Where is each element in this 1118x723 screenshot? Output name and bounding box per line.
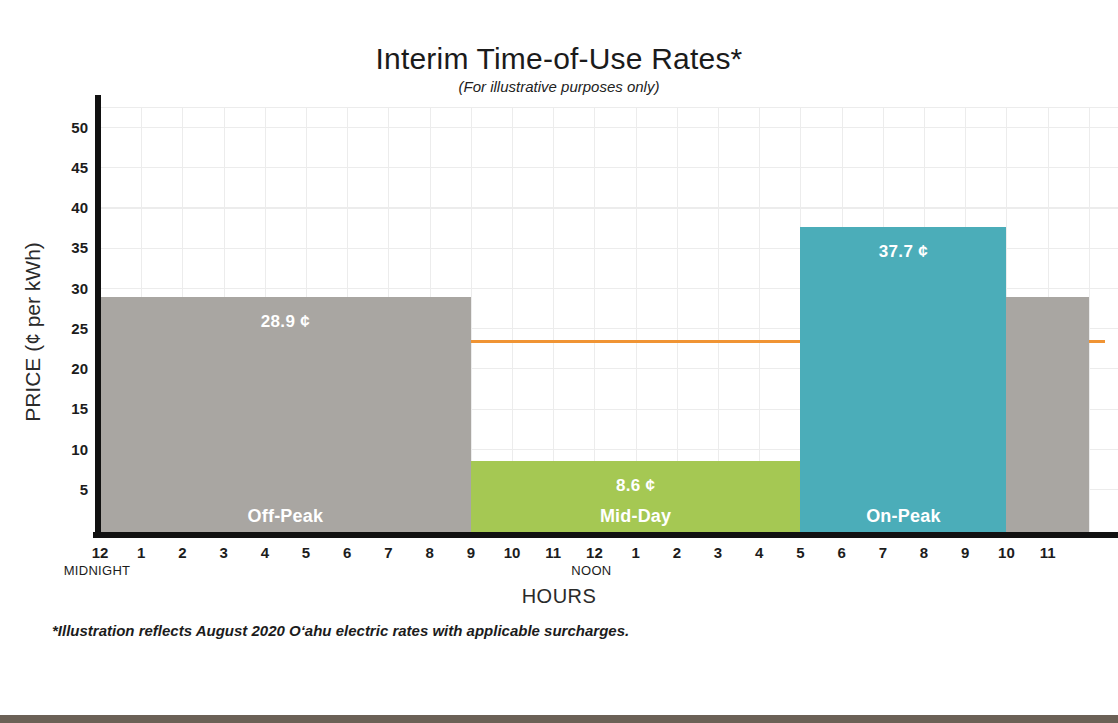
bar-period-label: On-Peak	[800, 506, 1006, 527]
y-tick-label: 20	[40, 360, 88, 377]
x-tick-label: 6	[326, 544, 368, 561]
x-tick-label: 4	[738, 544, 780, 561]
x-tick-label: 7	[862, 544, 904, 561]
x-tick-label: 2	[161, 544, 203, 561]
y-tick-label: 50	[40, 119, 88, 136]
bar-on-peak	[800, 227, 1006, 532]
x-tick-label: 11	[532, 544, 574, 561]
bar-value-label: 8.6 ¢	[471, 476, 801, 496]
bar-period-label: Mid-Day	[471, 506, 801, 527]
x-tick-label: 12	[79, 544, 121, 561]
x-tick-label: 3	[697, 544, 739, 561]
bar-off-peak	[1006, 297, 1088, 532]
y-tick-label: 15	[40, 400, 88, 417]
x-tick-label: 6	[821, 544, 863, 561]
chart-title: Interim Time-of-Use Rates*	[0, 42, 1118, 76]
x-tick-label: 8	[409, 544, 451, 561]
bar-value-label: 28.9 ¢	[100, 312, 471, 332]
x-tick-label: 5	[285, 544, 327, 561]
y-tick-label: 5	[40, 481, 88, 498]
x-annotation-midnight: MIDNIGHT	[37, 563, 157, 578]
x-axis-line	[93, 532, 1118, 538]
y-tick-label: 25	[40, 320, 88, 337]
y-tick-label: 30	[40, 280, 88, 297]
tou-rates-chart: Interim Time-of-Use Rates* (For illustra…	[0, 0, 1118, 723]
footnote: *Illustration reflects August 2020 O‘ahu…	[52, 622, 629, 639]
x-tick-label: 5	[779, 544, 821, 561]
y-tick-label: 40	[40, 199, 88, 216]
bottom-divider-bar	[0, 715, 1118, 723]
x-tick-label: 1	[615, 544, 657, 561]
y-tick-label: 35	[40, 239, 88, 256]
x-tick-label: 8	[903, 544, 945, 561]
x-tick-label: 12	[573, 544, 615, 561]
x-tick-label: 11	[1027, 544, 1069, 561]
x-tick-label: 9	[450, 544, 492, 561]
x-tick-label: 2	[656, 544, 698, 561]
x-axis-label: HOURS	[0, 585, 1118, 608]
x-annotation-noon: NOON	[531, 563, 651, 578]
chart-subtitle: (For illustrative purposes only)	[0, 78, 1118, 95]
bar-value-label: 37.7 ¢	[800, 242, 1006, 262]
y-tick-label: 10	[40, 441, 88, 458]
bar-period-label: Off-Peak	[100, 506, 471, 527]
x-tick-label: 10	[491, 544, 533, 561]
x-tick-label: 4	[244, 544, 286, 561]
x-tick-label: 9	[944, 544, 986, 561]
bar-off-peak	[100, 297, 471, 532]
x-tick-label: 1	[120, 544, 162, 561]
x-tick-label: 10	[985, 544, 1027, 561]
x-tick-label: 3	[203, 544, 245, 561]
y-tick-label: 45	[40, 159, 88, 176]
x-tick-label: 7	[367, 544, 409, 561]
